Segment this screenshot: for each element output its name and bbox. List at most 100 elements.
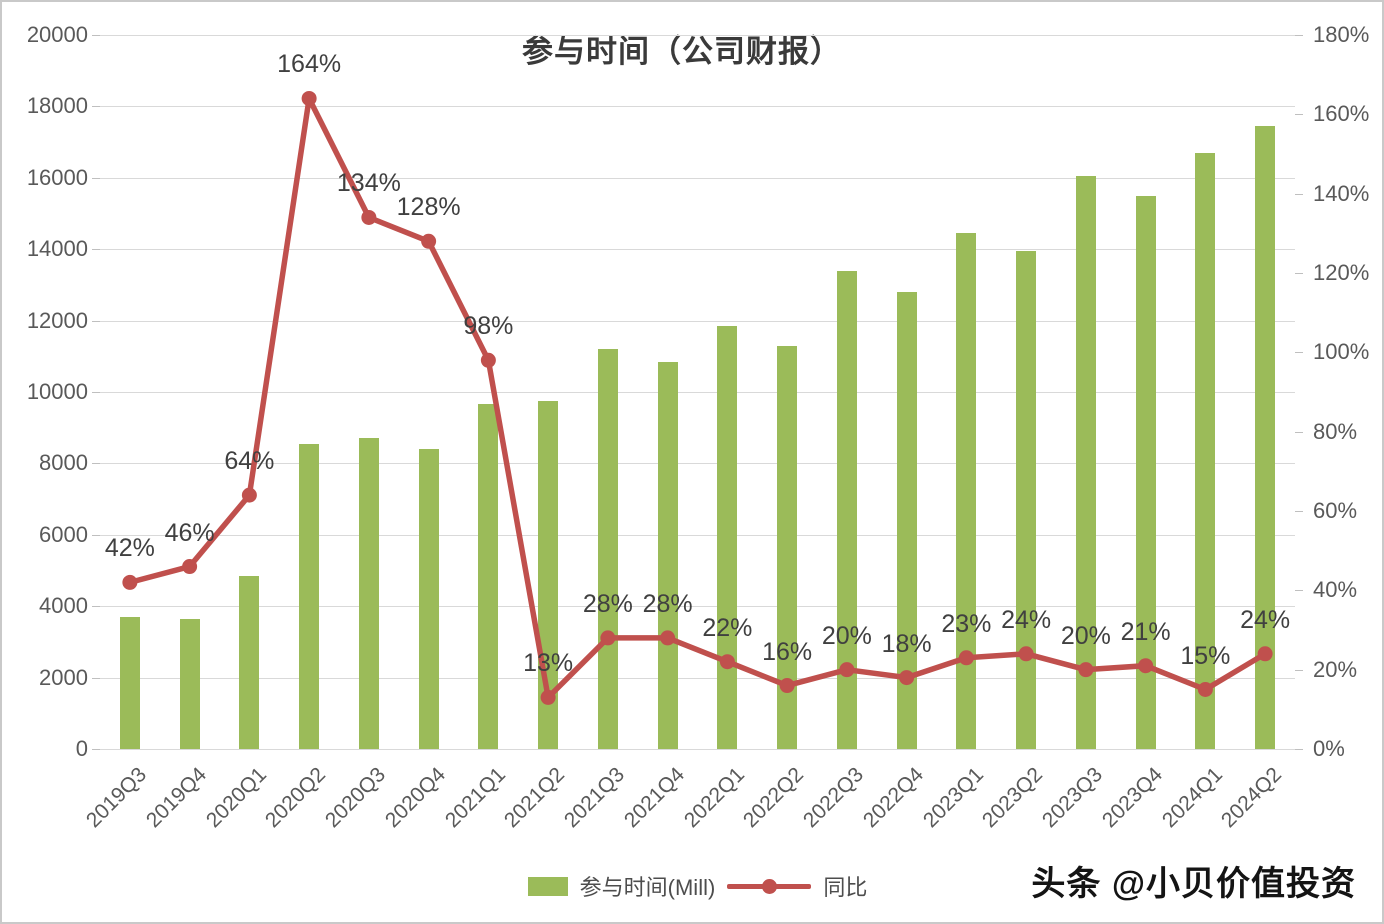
bar-2019Q4 (179, 618, 200, 749)
yoy-point-2020Q4 (421, 233, 437, 249)
yoy-line (129, 95, 1267, 701)
x-axis-label-2020Q1: 2020Q1 (201, 763, 271, 833)
yoy-point-2024Q1 (1197, 682, 1213, 697)
right-axis-tick (1295, 431, 1303, 433)
bar-2024Q2 (1255, 126, 1276, 749)
yoy-point-label: 20% (821, 621, 872, 650)
yoy-point-2020Q3 (361, 209, 377, 225)
yoy-point-2023Q3 (1078, 662, 1094, 678)
gridline (100, 35, 1295, 36)
yoy-point-label: 28% (582, 589, 633, 618)
right-axis-tick-label: 0% (1313, 736, 1345, 761)
x-axis-label-2021Q2: 2021Q2 (500, 763, 570, 833)
legend-line-marker (762, 879, 778, 894)
right-axis-tick (1295, 273, 1303, 274)
right-axis-tick (1295, 193, 1303, 195)
right-axis-tick-label: 100% (1313, 339, 1370, 365)
bar-2022Q1 (717, 325, 738, 749)
x-axis-label-2020Q2: 2020Q2 (261, 763, 331, 833)
bar-2023Q4 (1135, 195, 1156, 749)
legend-line-swatch (727, 876, 812, 896)
right-axis-tick-label: 120% (1313, 260, 1370, 285)
yoy-line-layer (122, 90, 1273, 705)
legend-line-label: 同比 (823, 875, 868, 900)
right-axis-tick (1295, 590, 1303, 592)
bar-2022Q2 (777, 345, 798, 749)
bar-2019Q3 (119, 616, 140, 749)
right-axis-tick (1295, 352, 1303, 354)
plot-area: 42% 46% 64% 164% 134% 128% 98% 13% 28% 28% 22% 16% 2… (100, 35, 1295, 750)
right-axis-tick-label: 180% (1313, 22, 1370, 47)
left-axis-tick-label: 18000 (26, 93, 88, 119)
left-axis-tick (92, 749, 100, 750)
right-axis-tick (1295, 35, 1303, 36)
left-axis-tick (92, 177, 100, 179)
x-axis-label-2021Q3: 2021Q3 (560, 763, 630, 833)
yoy-point-2021Q4 (660, 630, 676, 646)
legend-bar-swatch (527, 876, 568, 896)
left-axis-tick (92, 249, 100, 251)
yoy-point-label: 134% (336, 169, 401, 198)
yoy-point-2024Q2 (1257, 646, 1273, 662)
yoy-point-label: 21% (1120, 617, 1171, 646)
x-axis-label-2023Q2: 2023Q2 (978, 763, 1048, 833)
yoy-point-2020Q1 (241, 487, 257, 503)
yoy-point-label: 18% (881, 629, 932, 658)
bar-2020Q4 (418, 449, 439, 749)
x-axis-label-2022Q4: 2022Q4 (858, 763, 928, 833)
gridline (100, 463, 1295, 465)
x-axis-label-2019Q4: 2019Q4 (141, 763, 211, 833)
left-axis-tick-label: 4000 (39, 593, 88, 619)
x-axis-label-2023Q3: 2023Q3 (1038, 763, 1108, 833)
legend-bar-label: 参与时间(Mill) (579, 875, 716, 900)
x-axis-label-2022Q3: 2022Q3 (799, 763, 869, 833)
yoy-point-label: 15% (1180, 641, 1231, 670)
left-axis-tick-label: 6000 (39, 521, 88, 547)
yoy-point-2022Q2 (779, 678, 795, 694)
right-axis-tick (1295, 669, 1303, 671)
yoy-point-2019Q4 (182, 559, 198, 575)
yoy-point-label: 98% (463, 312, 514, 341)
yoy-point-label: 13% (523, 649, 574, 678)
yoy-point-2022Q3 (839, 662, 855, 678)
yoy-point-2022Q4 (899, 670, 915, 686)
right-axis-tick (1295, 114, 1303, 116)
bar-2021Q1 (478, 404, 499, 749)
yoy-point-2021Q3 (600, 630, 616, 646)
bar-2021Q4 (657, 361, 678, 749)
left-axis-tick-label: 0 (75, 736, 88, 761)
yoy-point-label: 16% (762, 637, 813, 666)
left-axis-tick (92, 677, 100, 679)
yoy-point-label: 24% (1240, 605, 1291, 634)
right-axis-tick-label: 160% (1313, 101, 1370, 127)
right-axis-tick-label: 40% (1313, 577, 1358, 603)
bar-2022Q3 (836, 270, 857, 749)
bar-2021Q3 (597, 349, 618, 749)
yoy-point-label: 46% (164, 518, 215, 547)
yoy-point-label: 22% (702, 613, 753, 642)
yoy-point-2020Q2 (301, 90, 317, 106)
gridline (100, 392, 1295, 393)
x-axis-label-2019Q3: 2019Q3 (82, 763, 152, 833)
gridline (100, 249, 1295, 251)
right-axis-tick-label: 60% (1313, 498, 1358, 523)
gridline (100, 677, 1295, 679)
bar-2024Q1 (1195, 152, 1216, 749)
bar-2020Q1 (239, 575, 260, 749)
x-axis-label-2021Q4: 2021Q4 (619, 763, 689, 833)
yoy-point-2021Q1 (480, 352, 496, 368)
right-axis-tick (1295, 749, 1303, 750)
gridline (100, 606, 1295, 608)
left-axis-tick-label: 8000 (39, 450, 88, 476)
yoy-point-2019Q3 (122, 574, 138, 590)
left-axis-tick (92, 392, 100, 393)
x-axis-label-2020Q3: 2020Q3 (321, 763, 391, 833)
right-axis-tick-label: 20% (1313, 656, 1358, 682)
yoy-point-label: 64% (224, 447, 275, 476)
yoy-point-2021Q2 (540, 689, 556, 705)
right-axis-tick (1295, 511, 1303, 512)
gridline (100, 106, 1295, 108)
x-axis-label-2023Q1: 2023Q1 (918, 763, 988, 833)
yoy-point-2023Q2 (1018, 646, 1034, 662)
